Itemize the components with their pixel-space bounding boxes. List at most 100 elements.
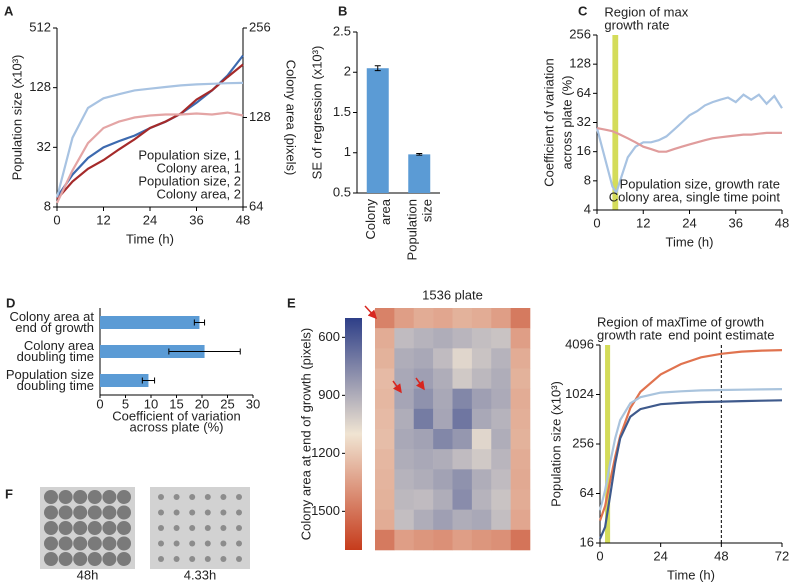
band-annotation: growth rate — [597, 327, 662, 342]
heat-cell — [394, 408, 415, 430]
colony — [189, 509, 196, 516]
heat-cell — [375, 348, 395, 369]
y-axis-label: Population size (x10³) — [548, 381, 563, 507]
x-tick-label: 20 — [195, 396, 209, 411]
colony — [189, 494, 196, 500]
colony — [117, 505, 131, 520]
heat-cell — [413, 388, 434, 410]
y-axis-label: Population size (x10³) — [9, 55, 24, 181]
colony — [158, 540, 164, 547]
x-tick-label: 72 — [775, 548, 789, 563]
colony — [158, 494, 164, 500]
y-tick-label: 256 — [572, 435, 594, 450]
heat-cell — [510, 408, 531, 430]
heat-cell — [413, 328, 434, 349]
heat-cell — [433, 408, 453, 430]
heat-cell — [491, 469, 511, 490]
series-line — [598, 399, 783, 540]
heat-cell — [510, 489, 531, 510]
heat-cell — [452, 429, 473, 450]
y-tick-label: Colony area — [24, 338, 95, 353]
legend-entry: Colony area, 2 — [156, 186, 241, 201]
vline-annotation: end point estimate — [668, 327, 774, 342]
y-tick-label: 1024 — [565, 386, 594, 401]
heat-cell — [491, 509, 511, 531]
y-tick-label: 8 — [584, 172, 591, 187]
colony — [220, 556, 227, 562]
heat-cell — [471, 368, 492, 389]
x-tick-label: Population — [405, 199, 420, 260]
y-tick-label: doubling time — [17, 378, 94, 393]
heat-cell — [433, 449, 453, 470]
x-tick-label: 12 — [96, 212, 110, 227]
colony — [173, 556, 180, 562]
y-tick-label: Colony area at — [9, 309, 94, 324]
heat-cell — [433, 429, 453, 450]
heat-cell — [491, 429, 511, 450]
colorbar-label: Colony area at end of growth (pixels) — [298, 328, 313, 540]
heat-cell — [452, 308, 473, 329]
colony — [102, 536, 117, 551]
colorbar-tick-label: 1500 — [311, 503, 340, 518]
heat-cell — [510, 449, 531, 470]
heat-cell — [471, 489, 492, 510]
colony — [220, 509, 227, 516]
x-tick-label: 25 — [220, 396, 234, 411]
colony — [204, 556, 211, 562]
x-tick-label: 15 — [169, 396, 183, 411]
y-tick-label: 2.5 — [333, 23, 351, 38]
heat-cell — [413, 529, 434, 551]
colony — [44, 490, 58, 504]
colony — [102, 521, 117, 535]
y2-axis-label: Colony area (pixels) — [284, 60, 299, 176]
colony — [58, 536, 73, 551]
heat-cell — [433, 388, 453, 410]
colony — [58, 552, 73, 566]
y-tick-label: 8 — [44, 198, 51, 213]
colony — [73, 521, 88, 535]
y-tick-label: 16 — [577, 143, 591, 158]
heat-cell — [394, 449, 415, 470]
heat-cell — [491, 529, 511, 551]
heat-cell — [375, 509, 395, 531]
bar — [408, 154, 431, 193]
colony — [44, 521, 58, 535]
colony — [189, 556, 196, 562]
heat-cell — [510, 388, 531, 410]
y-tick-label: 256 — [569, 26, 591, 41]
heat-cell — [394, 348, 415, 369]
heat-cell — [433, 348, 453, 369]
heat-cell — [510, 509, 531, 531]
x-tick-label: Colony — [363, 199, 378, 240]
heat-cell — [452, 449, 473, 470]
x-tick-label: 0 — [593, 215, 600, 230]
series-line — [55, 81, 244, 198]
y-tick-label: 2 — [344, 64, 351, 79]
colony — [220, 494, 227, 500]
heat-cell — [452, 328, 473, 349]
x-tick-label: 24 — [682, 215, 696, 230]
x-tick-label: 0 — [96, 396, 103, 411]
heat-cell — [394, 308, 415, 329]
series-line — [598, 388, 783, 511]
heat-cell — [413, 469, 434, 490]
colony — [189, 540, 196, 547]
y-tick-label: 1.5 — [333, 104, 351, 119]
legend-entry: Population size, 2 — [138, 173, 241, 188]
highlight-arrow — [415, 377, 425, 391]
heat-cell — [452, 348, 473, 369]
heat-cell — [510, 368, 531, 389]
colorbar-tick-label: 1200 — [311, 445, 340, 460]
heat-cell — [413, 509, 434, 531]
heat-cell — [510, 348, 531, 369]
x-tick-label: 5 — [122, 396, 129, 411]
heat-cell — [413, 348, 434, 369]
heat-cell — [394, 509, 415, 531]
heat-cell — [491, 308, 511, 329]
heat-cell — [471, 348, 492, 369]
colony — [117, 552, 131, 566]
colony — [220, 525, 227, 531]
colony — [73, 490, 88, 504]
x-tick-label: size — [420, 199, 435, 222]
colony — [73, 552, 88, 566]
